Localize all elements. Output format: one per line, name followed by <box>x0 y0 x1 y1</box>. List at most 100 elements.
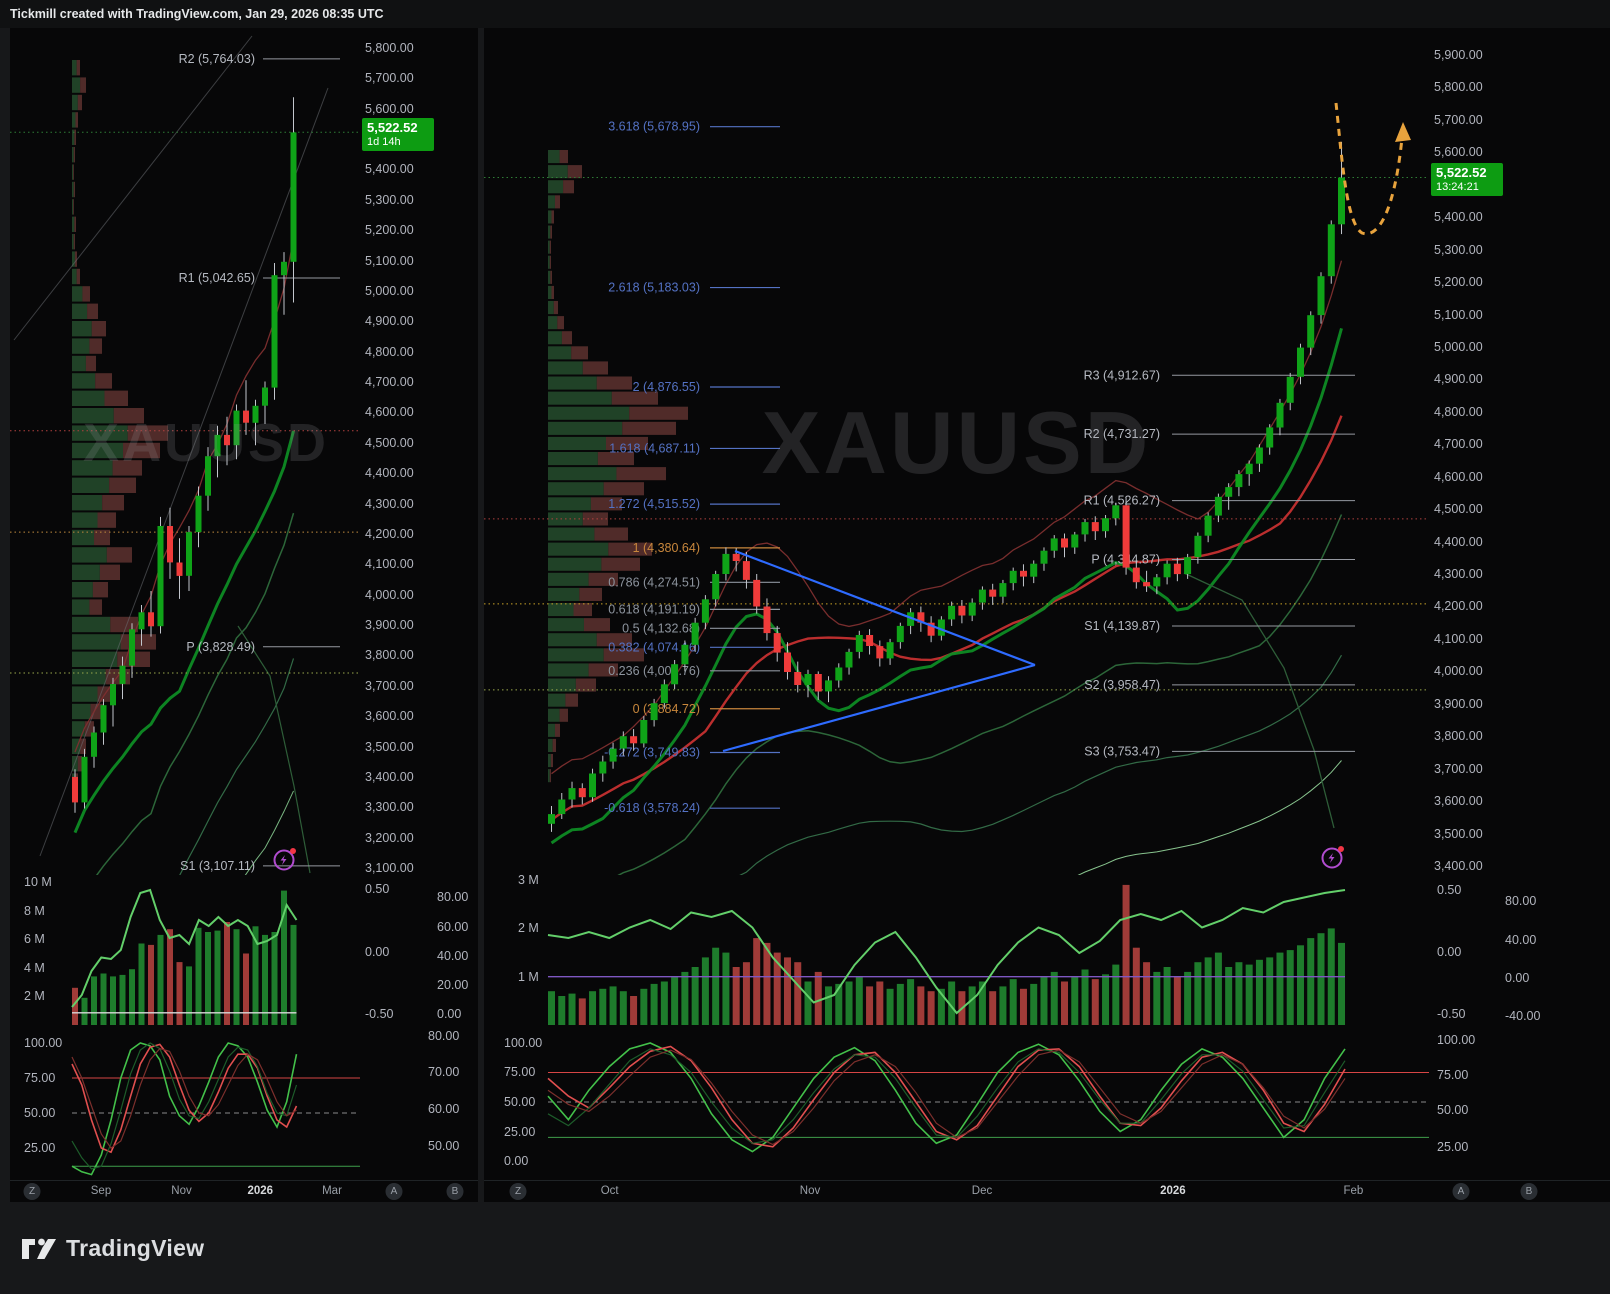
volume-profile <box>548 150 688 783</box>
time-axis-label-dec: Dec <box>971 1185 993 1197</box>
left-time-axis[interactable]: Z Sep Nov 2026 Mar A B <box>10 1180 478 1202</box>
scale-b-button[interactable]: B <box>1520 1183 1538 1200</box>
price-axis-tick: 4,600.00 <box>365 405 414 420</box>
price-axis-tick: 4,300.00 <box>1434 567 1483 582</box>
stoch-axis-tick: 50.00 <box>504 1095 536 1109</box>
volume-bar <box>1296 945 1304 1025</box>
left-price-chart[interactable]: R2 (5,764.03) R1 (5,042.65) P (3,828.49) S1… <box>10 28 360 875</box>
attribution-text: Tickmill created with TradingView.com, J… <box>10 7 384 21</box>
triangle-drawing[interactable] <box>734 549 1036 667</box>
volume-bar <box>1173 976 1181 1025</box>
moving-average-line <box>617 514 1343 875</box>
fib-level-label: -0.272 (3,749.83) <box>604 746 700 760</box>
left-stochastic-pane[interactable]: 100.00 75.00 50.00 25.00 <box>10 1030 360 1180</box>
triangle-drawing[interactable] <box>722 663 1036 753</box>
stoch-line-k-fast <box>547 1042 1346 1153</box>
price-axis-tick: 5,300.00 <box>365 192 414 207</box>
stoch-axis-tick: 100.00 <box>504 1036 543 1050</box>
left-stochastic-axis[interactable]: 80.00 70.00 60.00 50.00 <box>360 1030 478 1180</box>
fib-level-label: 1 (4,380.64) <box>633 541 700 555</box>
volume-bar <box>845 981 853 1025</box>
bar-countdown: 13:24:21 <box>1436 181 1479 194</box>
stoch-scale-tick: 60.00 <box>428 1102 460 1116</box>
time-axis-label-sep: Sep <box>90 1185 112 1197</box>
price-axis-tick: 4,900.00 <box>1434 372 1483 387</box>
volume-bar <box>1266 957 1274 1025</box>
last-price-value: 5,522.52 <box>1436 165 1487 181</box>
trendline-drawing <box>13 35 253 341</box>
right-stochastic-axis[interactable]: 100.00 75.00 50.00 25.00 <box>1429 1030 1610 1180</box>
time-axis-label-oct: Oct <box>600 1185 619 1197</box>
volume-bar <box>72 987 78 1025</box>
stoch-line-d-slow <box>71 1047 297 1149</box>
price-axis-tick: 5,900.00 <box>1434 48 1483 62</box>
volume-bar <box>91 976 97 1025</box>
volume-bar <box>814 971 822 1025</box>
price-axis-tick: 5,000.00 <box>1434 339 1483 354</box>
volume-bar <box>548 991 555 1025</box>
scale-a-button[interactable]: A <box>385 1183 403 1200</box>
price-axis-tick: 4,200.00 <box>365 526 414 541</box>
flash-icon[interactable] <box>272 846 299 872</box>
stoch-scale-tick: 50.00 <box>428 1139 460 1153</box>
scale-b-button[interactable]: B <box>446 1183 464 1200</box>
volume-bar <box>205 932 211 1025</box>
arrow-head <box>1395 122 1411 142</box>
volume-bar <box>701 957 709 1025</box>
volume-axis-tick: 2 M <box>24 989 45 1004</box>
fib-level-label: 0.786 (4,274.51) <box>608 575 700 589</box>
right-volume-axis[interactable]: 0.50 0.00 -0.50 80.00 40.00 0.00 -40.00 <box>1429 875 1610 1030</box>
price-axis-tick: 4,100.00 <box>365 557 414 572</box>
volume-bar <box>1091 979 1099 1025</box>
scale-a-button[interactable]: A <box>1452 1183 1470 1200</box>
left-price-axis[interactable]: 5,522.52 1d 14h 5,800.00 5,700.00 5,600.00… <box>360 28 478 875</box>
volume-bar <box>558 996 566 1025</box>
zoom-button[interactable]: Z <box>23 1183 41 1200</box>
left-volume-axis[interactable]: 0.50 0.00 -0.50 80.00 60.00 40.00 20.00 0.00 <box>360 875 478 1030</box>
volume-bar <box>243 953 249 1025</box>
fib-level-label: 0.236 (4,001.76) <box>608 664 700 678</box>
volume-bar <box>214 930 221 1025</box>
price-axis-tick: 4,500.00 <box>1434 502 1483 517</box>
right-price-chart[interactable]: 3.618 (5,678.95) 2.618 (5,183.03) 2 (4,876… <box>484 28 1429 875</box>
volume-bar <box>650 983 658 1025</box>
right-time-axis[interactable]: Z Oct Nov Dec 2026 Feb A B <box>484 1180 1610 1202</box>
volume-axis-tick: 2 M <box>518 921 539 936</box>
volume-bar <box>1132 947 1140 1025</box>
outer-scale-tick: -40.00 <box>1505 1009 1541 1023</box>
price-axis-tick: 5,300.00 <box>1434 242 1483 257</box>
volume-bar <box>619 991 627 1025</box>
stoch-axis-tick: 0.00 <box>504 1154 529 1168</box>
stoch-axis-tick: 75.00 <box>24 1071 56 1085</box>
volume-bar <box>671 976 679 1025</box>
moving-average-line <box>95 512 295 875</box>
price-axis-tick: 4,000.00 <box>1434 664 1483 679</box>
volume-bar <box>804 981 812 1025</box>
zoom-button[interactable]: Z <box>509 1183 527 1200</box>
volume-bar <box>81 997 88 1025</box>
flash-icon[interactable] <box>1320 844 1347 870</box>
price-axis-tick: 4,100.00 <box>1434 631 1483 646</box>
arrow-drawing[interactable] <box>1334 102 1404 236</box>
stoch-line-d-slow <box>547 1049 1346 1146</box>
right-price-axis[interactable]: 5,522.52 13:24:21 5,900.00 5,800.00 5,700.… <box>1429 28 1610 875</box>
moving-average-line <box>551 260 1343 775</box>
price-axis-tick: 4,500.00 <box>365 435 414 450</box>
left-volume-pane[interactable]: 10 M 8 M 6 M 4 M 2 M <box>10 875 360 1030</box>
outer-scale-tick: 0.00 <box>437 1007 462 1021</box>
volume-bar <box>691 967 699 1025</box>
oscillator-scale-tick: -0.50 <box>1437 1007 1466 1021</box>
right-volume-pane[interactable]: 3 M 2 M 1 M <box>484 875 1429 1030</box>
tradingview-logo[interactable]: TradingView <box>20 1233 204 1263</box>
price-axis-tick: 3,700.00 <box>365 678 414 693</box>
right-stochastic-pane[interactable]: 100.00 75.00 50.00 25.00 0.00 <box>484 1030 1429 1180</box>
fib-level-label: 2 (4,876.55) <box>633 380 700 394</box>
volume-bar <box>129 969 135 1025</box>
time-axis-label-nov: Nov <box>171 1185 192 1197</box>
volume-bar <box>1009 979 1017 1025</box>
volume-bar <box>927 991 935 1025</box>
volume-bar <box>660 981 668 1025</box>
fib-level-label: -0.618 (3,578.24) <box>604 801 700 815</box>
volume-bar <box>783 957 791 1025</box>
